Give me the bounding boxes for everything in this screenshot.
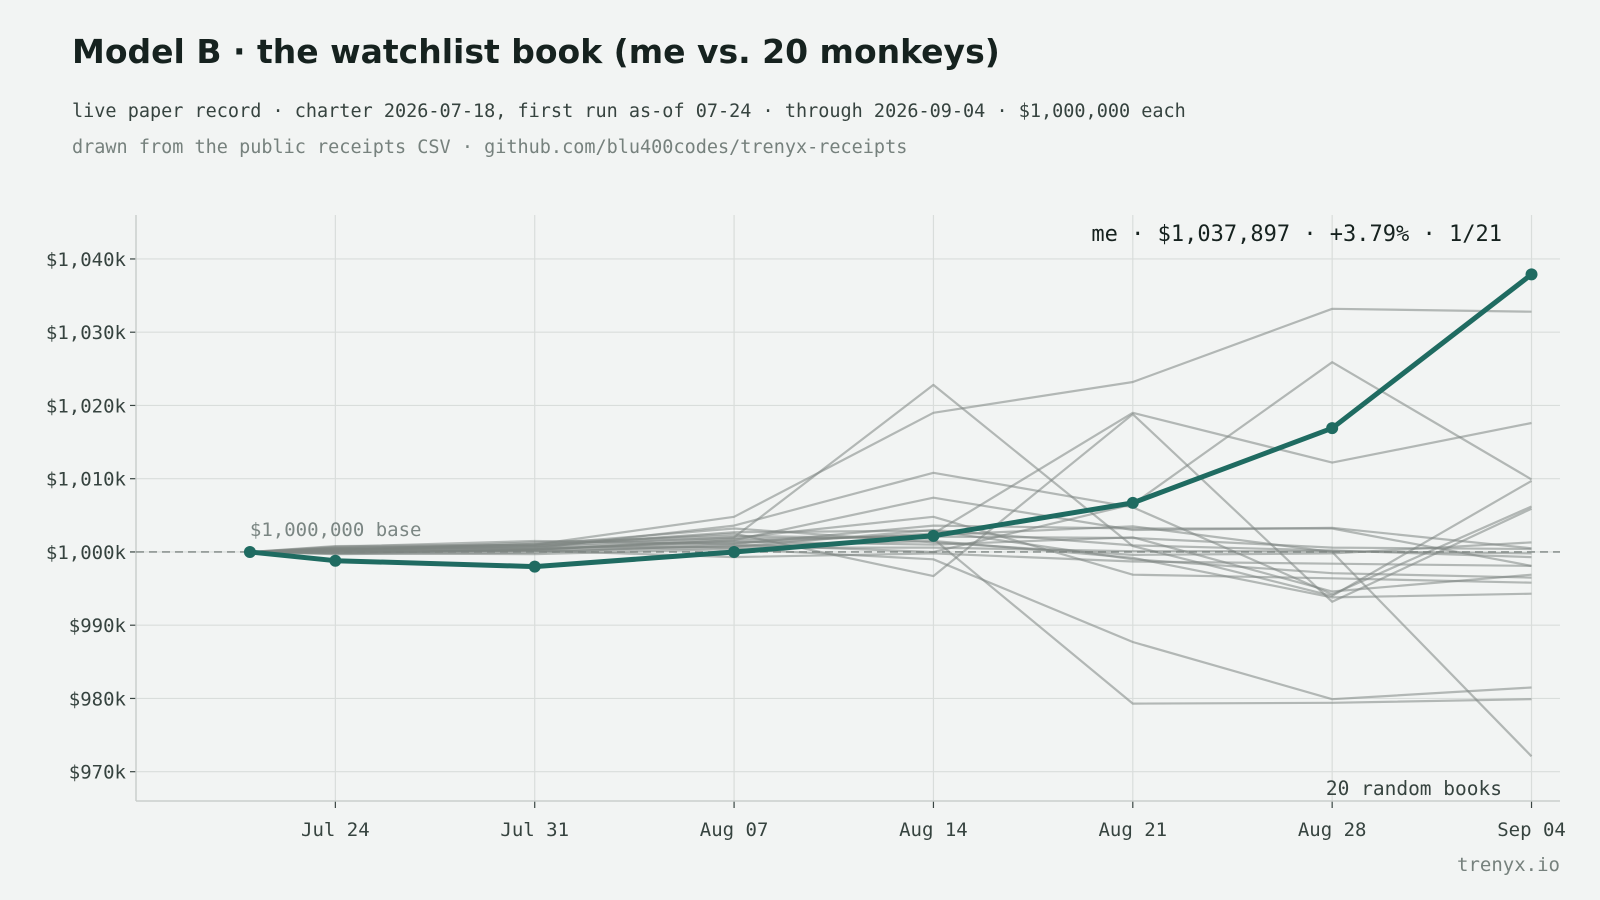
brand-footer: trenyx.io xyxy=(1457,854,1560,876)
x-tick-label: Aug 14 xyxy=(899,819,968,841)
monkeys-label: 20 random books xyxy=(1326,777,1502,800)
me-data-point xyxy=(528,560,541,573)
monkey-series-line-20 xyxy=(249,546,1532,555)
me-series-line xyxy=(247,271,1534,570)
monkey-series-line-19 xyxy=(249,527,1532,556)
monkey-series-line-10 xyxy=(249,534,1532,705)
y-tick-label: $1,010k xyxy=(46,469,127,491)
y-tick-label: $1,000k xyxy=(46,542,127,564)
x-tick-label: Aug 28 xyxy=(1298,819,1367,841)
me-data-point xyxy=(927,529,940,542)
monkey-series-line-8 xyxy=(249,547,1532,701)
x-tick-label: Aug 21 xyxy=(1098,819,1167,841)
x-tick-label: Aug 07 xyxy=(700,819,769,841)
me-data-point xyxy=(243,545,256,558)
me-data-point xyxy=(1326,422,1339,435)
me-data-point xyxy=(728,545,741,558)
monkey-series-line-13 xyxy=(249,525,1533,758)
y-tick-label: $980k xyxy=(69,688,127,710)
me-data-point xyxy=(1525,268,1538,281)
monkey-series-line-1 xyxy=(249,307,1532,554)
me-data-point xyxy=(1126,496,1139,509)
chart-source-note: drawn from the public receipts CSV · git… xyxy=(72,137,908,158)
y-tick-label: $970k xyxy=(69,762,127,784)
y-tick-label: $1,020k xyxy=(46,395,127,417)
me-data-point xyxy=(329,554,342,567)
monkey-series-line-17 xyxy=(249,529,1532,579)
chart-title: Model B · the watchlist book (me vs. 20 … xyxy=(72,32,1000,71)
baseline-label: $1,000,000 base xyxy=(250,519,422,541)
y-tick-label: $990k xyxy=(69,615,127,637)
monkey-series-line-4 xyxy=(249,361,1533,556)
y-tick-label: $1,030k xyxy=(46,322,127,344)
x-tick-label: Sep 04 xyxy=(1497,819,1566,841)
me-annotation: me · $1,037,897 · +3.79% · 1/21 xyxy=(1091,222,1502,247)
chart-subtitle: live paper record · charter 2026-07-18, … xyxy=(72,101,1186,122)
y-tick-label: $1,040k xyxy=(46,249,127,271)
x-tick-label: Jul 24 xyxy=(301,819,370,841)
x-tick-label: Jul 31 xyxy=(500,819,569,841)
